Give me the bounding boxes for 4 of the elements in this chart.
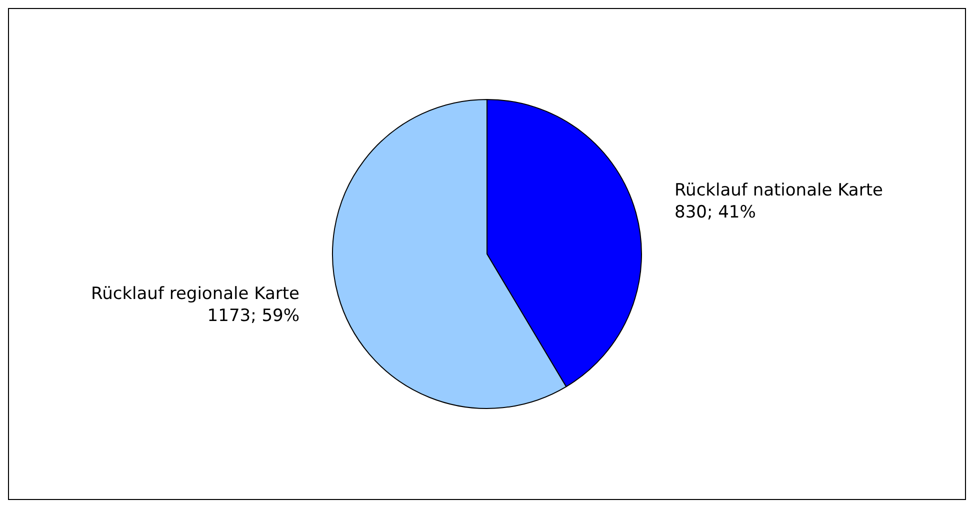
data-label: 1173; 59% [207, 306, 300, 326]
slice-label: Rücklauf regionale Karte [91, 284, 300, 304]
slice-label: Rücklauf nationale Karte [674, 180, 883, 201]
data-label: 830; 41% [674, 202, 756, 223]
